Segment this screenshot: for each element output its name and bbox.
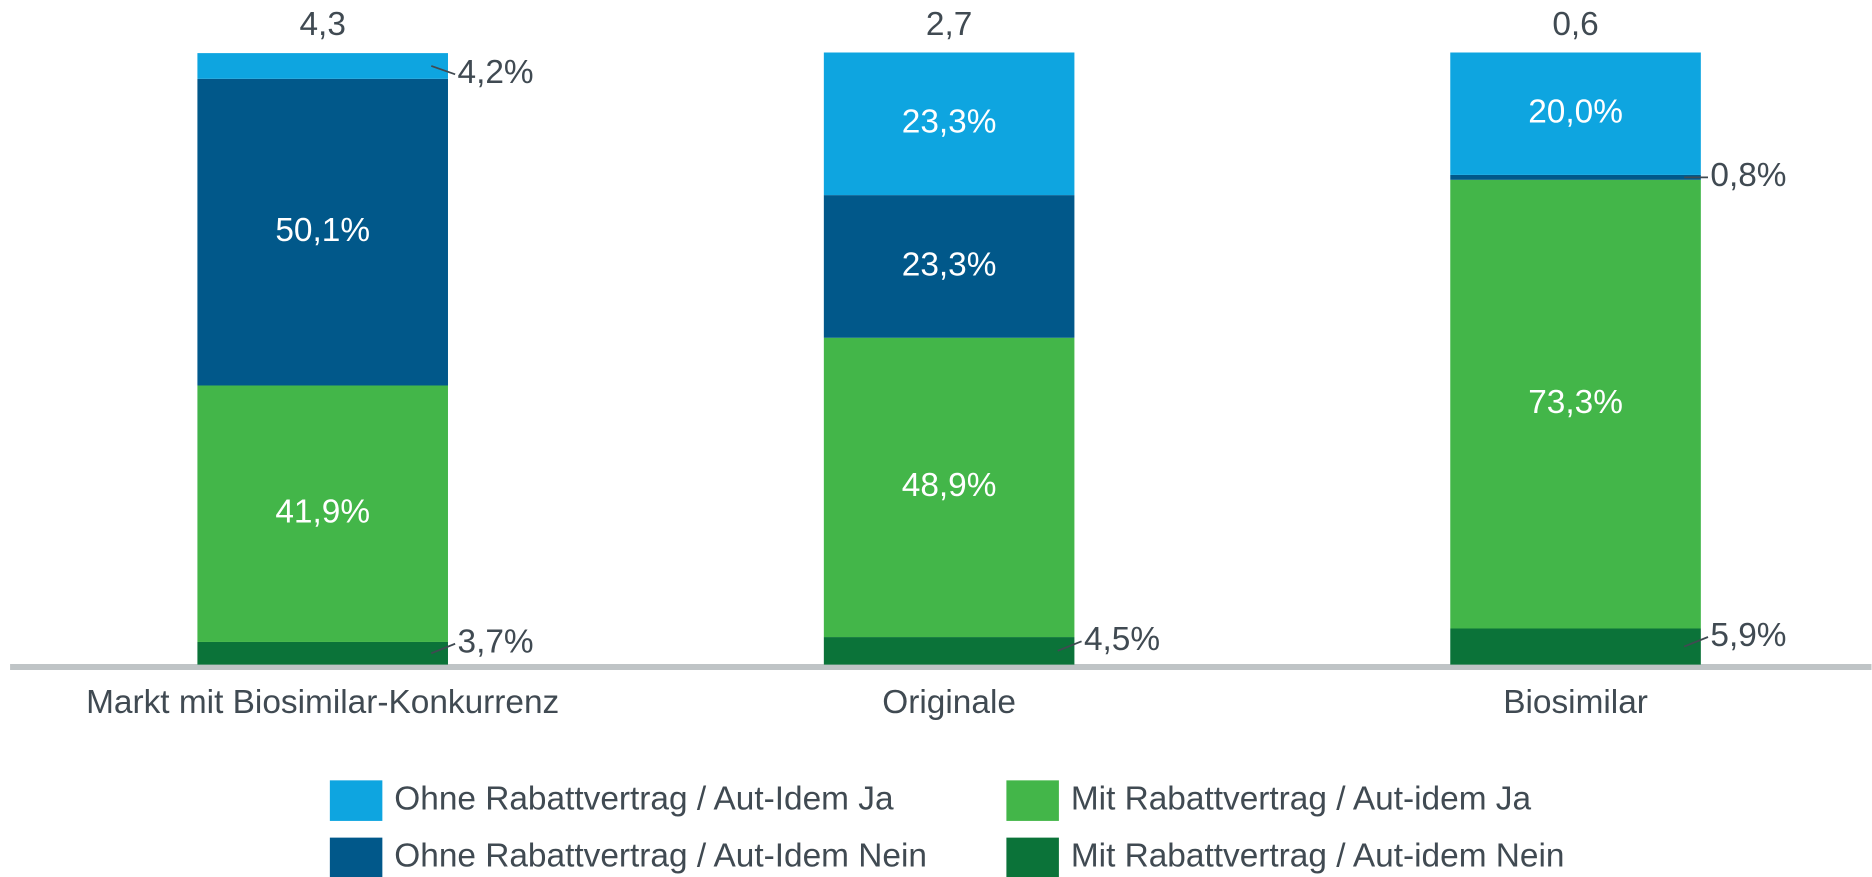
bar-segment: [1450, 52, 1701, 175]
data-label: 23,3%: [902, 246, 997, 283]
bar-segment: [1450, 179, 1701, 629]
total-label: 4,3: [299, 6, 345, 43]
bar-segment: [197, 641, 448, 665]
legend-label: Mit Rabattvertrag / Aut-idem Ja: [1071, 780, 1532, 817]
x-tick-label: Markt mit Biosimilar-Konkurrenz: [86, 684, 559, 721]
bar-segment: [823, 337, 1075, 638]
data-label: 41,9%: [275, 494, 370, 531]
bar-segment: [197, 385, 448, 642]
data-label: 73,3%: [1528, 384, 1623, 421]
bar-segment: [197, 78, 448, 386]
data-label: 4,2%: [458, 54, 534, 91]
data-label: 48,9%: [902, 467, 997, 504]
data-label: 23,3%: [902, 104, 997, 141]
bar-segment: [823, 637, 1075, 665]
legend-swatch: [329, 780, 383, 821]
leader-line: [430, 642, 456, 655]
x-tick-label: Biosimilar: [1503, 684, 1648, 721]
leader-line: [430, 65, 456, 76]
bar-segment: [1450, 174, 1701, 180]
leader-line: [1057, 640, 1082, 652]
data-label: 4,5%: [1084, 621, 1160, 658]
legend-swatch: [329, 837, 383, 877]
data-label: 50,1%: [275, 212, 370, 249]
data-label: 3,7%: [458, 624, 534, 661]
data-label: 0,8%: [1710, 157, 1786, 194]
legend-swatch: [1006, 837, 1059, 877]
total-label: 2,7: [926, 6, 972, 43]
leader-line: [1683, 636, 1709, 648]
total-label: 0,6: [1552, 6, 1598, 43]
bar-segment: [197, 53, 448, 79]
x-tick-label: Originale: [882, 684, 1016, 721]
bar-segment: [1450, 628, 1701, 665]
data-label: 5,9%: [1710, 617, 1786, 654]
legend-swatch: [1006, 780, 1059, 821]
bar-segment: [823, 195, 1075, 338]
legend-label: Ohne Rabattvertrag / Aut-Idem Nein: [394, 838, 927, 875]
data-label: 20,0%: [1528, 94, 1623, 131]
bar-segment: [823, 52, 1075, 196]
legend-label: Mit Rabattvertrag / Aut-idem Nein: [1071, 838, 1565, 875]
legend-label: Ohne Rabattvertrag / Aut-Idem Ja: [394, 780, 894, 817]
